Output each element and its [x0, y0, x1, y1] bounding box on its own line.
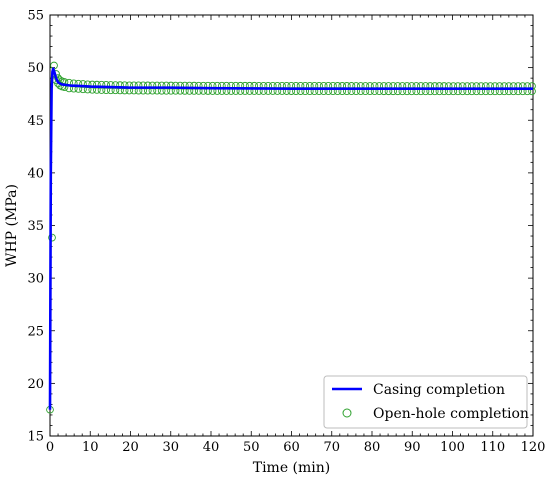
- y-tick-label: 25: [27, 324, 44, 339]
- plot-frame: [49, 14, 534, 437]
- x-tick-label: 120: [521, 440, 546, 455]
- open-hole-marker: [48, 233, 56, 242]
- y-axis-label: WHP (MPa): [4, 184, 20, 267]
- x-tick-label: 10: [82, 440, 99, 455]
- legend-label-casing: Casing completion: [373, 382, 505, 398]
- x-tick-label: 100: [440, 440, 465, 455]
- y-tick-label: 50: [27, 61, 44, 76]
- legend-box: [323, 375, 528, 429]
- y-tick-label: 20: [27, 377, 44, 392]
- x-tick-label: 90: [404, 440, 421, 455]
- y-tick-label: 45: [27, 114, 44, 129]
- x-tick-label: 60: [283, 440, 300, 455]
- x-tick-label: 40: [203, 440, 220, 455]
- x-tick-label: 50: [243, 440, 260, 455]
- x-axis-label: Time (min): [253, 460, 331, 476]
- series-group: [46, 61, 536, 414]
- y-tick-label: 35: [27, 219, 44, 234]
- legend-label-open-hole: Open-hole completion: [373, 406, 529, 422]
- y-tick-label: 15: [27, 430, 44, 445]
- legend: Casing completion Open-hole completion: [323, 375, 529, 429]
- y-tick-label: 40: [27, 166, 44, 181]
- x-tick-label: 0: [46, 440, 54, 455]
- x-tick-label: 30: [162, 440, 179, 455]
- y-tick-label: 55: [27, 9, 44, 24]
- casing-completion-line: [48, 67, 533, 410]
- x-tick-label: 110: [480, 440, 505, 455]
- y-tick-label: 30: [27, 272, 44, 287]
- x-tick-label: 20: [122, 440, 139, 455]
- x-tick-label: 70: [323, 440, 340, 455]
- legend-marker-sample: [342, 408, 352, 418]
- x-tick-label: 80: [364, 440, 381, 455]
